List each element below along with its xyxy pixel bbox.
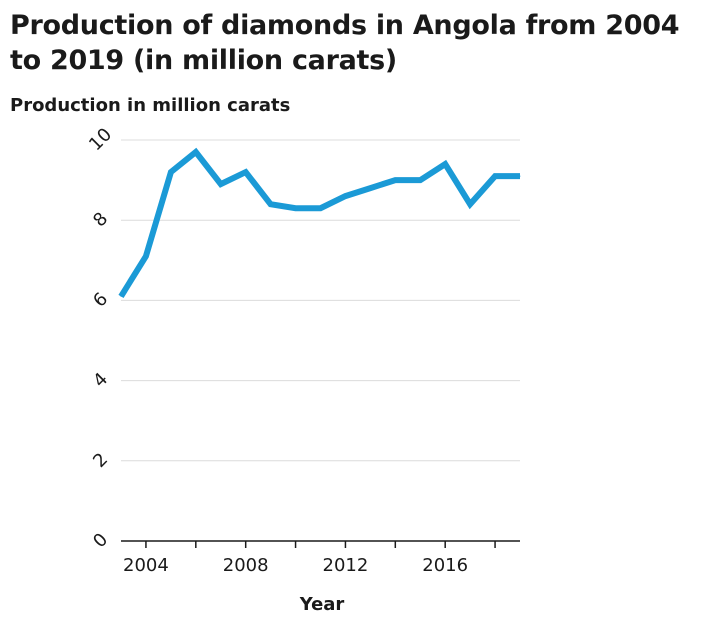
data-point (295, 207, 297, 209)
x-tick-label: 2012 (323, 555, 369, 576)
y-tick-label: 4 (89, 369, 112, 392)
x-tick-label: 2008 (223, 555, 269, 576)
data-point (494, 175, 496, 177)
data-point (270, 203, 272, 205)
y-tick-label: 6 (89, 289, 112, 312)
y-tick-label: 2 (89, 449, 112, 472)
data-point (519, 175, 521, 177)
data-point (170, 171, 172, 173)
data-point (369, 187, 371, 189)
data-point (394, 179, 396, 181)
x-axis-label: Year (299, 594, 345, 615)
data-point (320, 207, 321, 209)
data-point (195, 151, 197, 153)
data-point (145, 255, 147, 257)
y-tick-labels: 0 2 4 6 8 10 (85, 124, 116, 552)
data-point (220, 183, 222, 185)
data-point (419, 179, 421, 181)
chart-title: Production of diamonds in Angola from 20… (10, 10, 680, 76)
gridlines (121, 139, 520, 462)
data-point (469, 203, 471, 205)
y-tick-label: 10 (85, 124, 116, 155)
x-tick-label: 2016 (422, 555, 468, 576)
data-point (120, 295, 122, 297)
x-tick-label: 2004 (123, 555, 169, 576)
data-point (444, 163, 446, 165)
y-tick-label: 8 (89, 208, 112, 231)
series-lines (118, 147, 521, 298)
y-axis-label: Production in million carats (10, 95, 291, 116)
y-tick-label: 0 (89, 529, 112, 552)
x-tick-labels: 2004 2008 2012 2016 (123, 555, 468, 576)
series-line (118, 147, 520, 298)
data-point (344, 195, 346, 197)
data-point (245, 171, 247, 173)
axes (121, 540, 520, 548)
